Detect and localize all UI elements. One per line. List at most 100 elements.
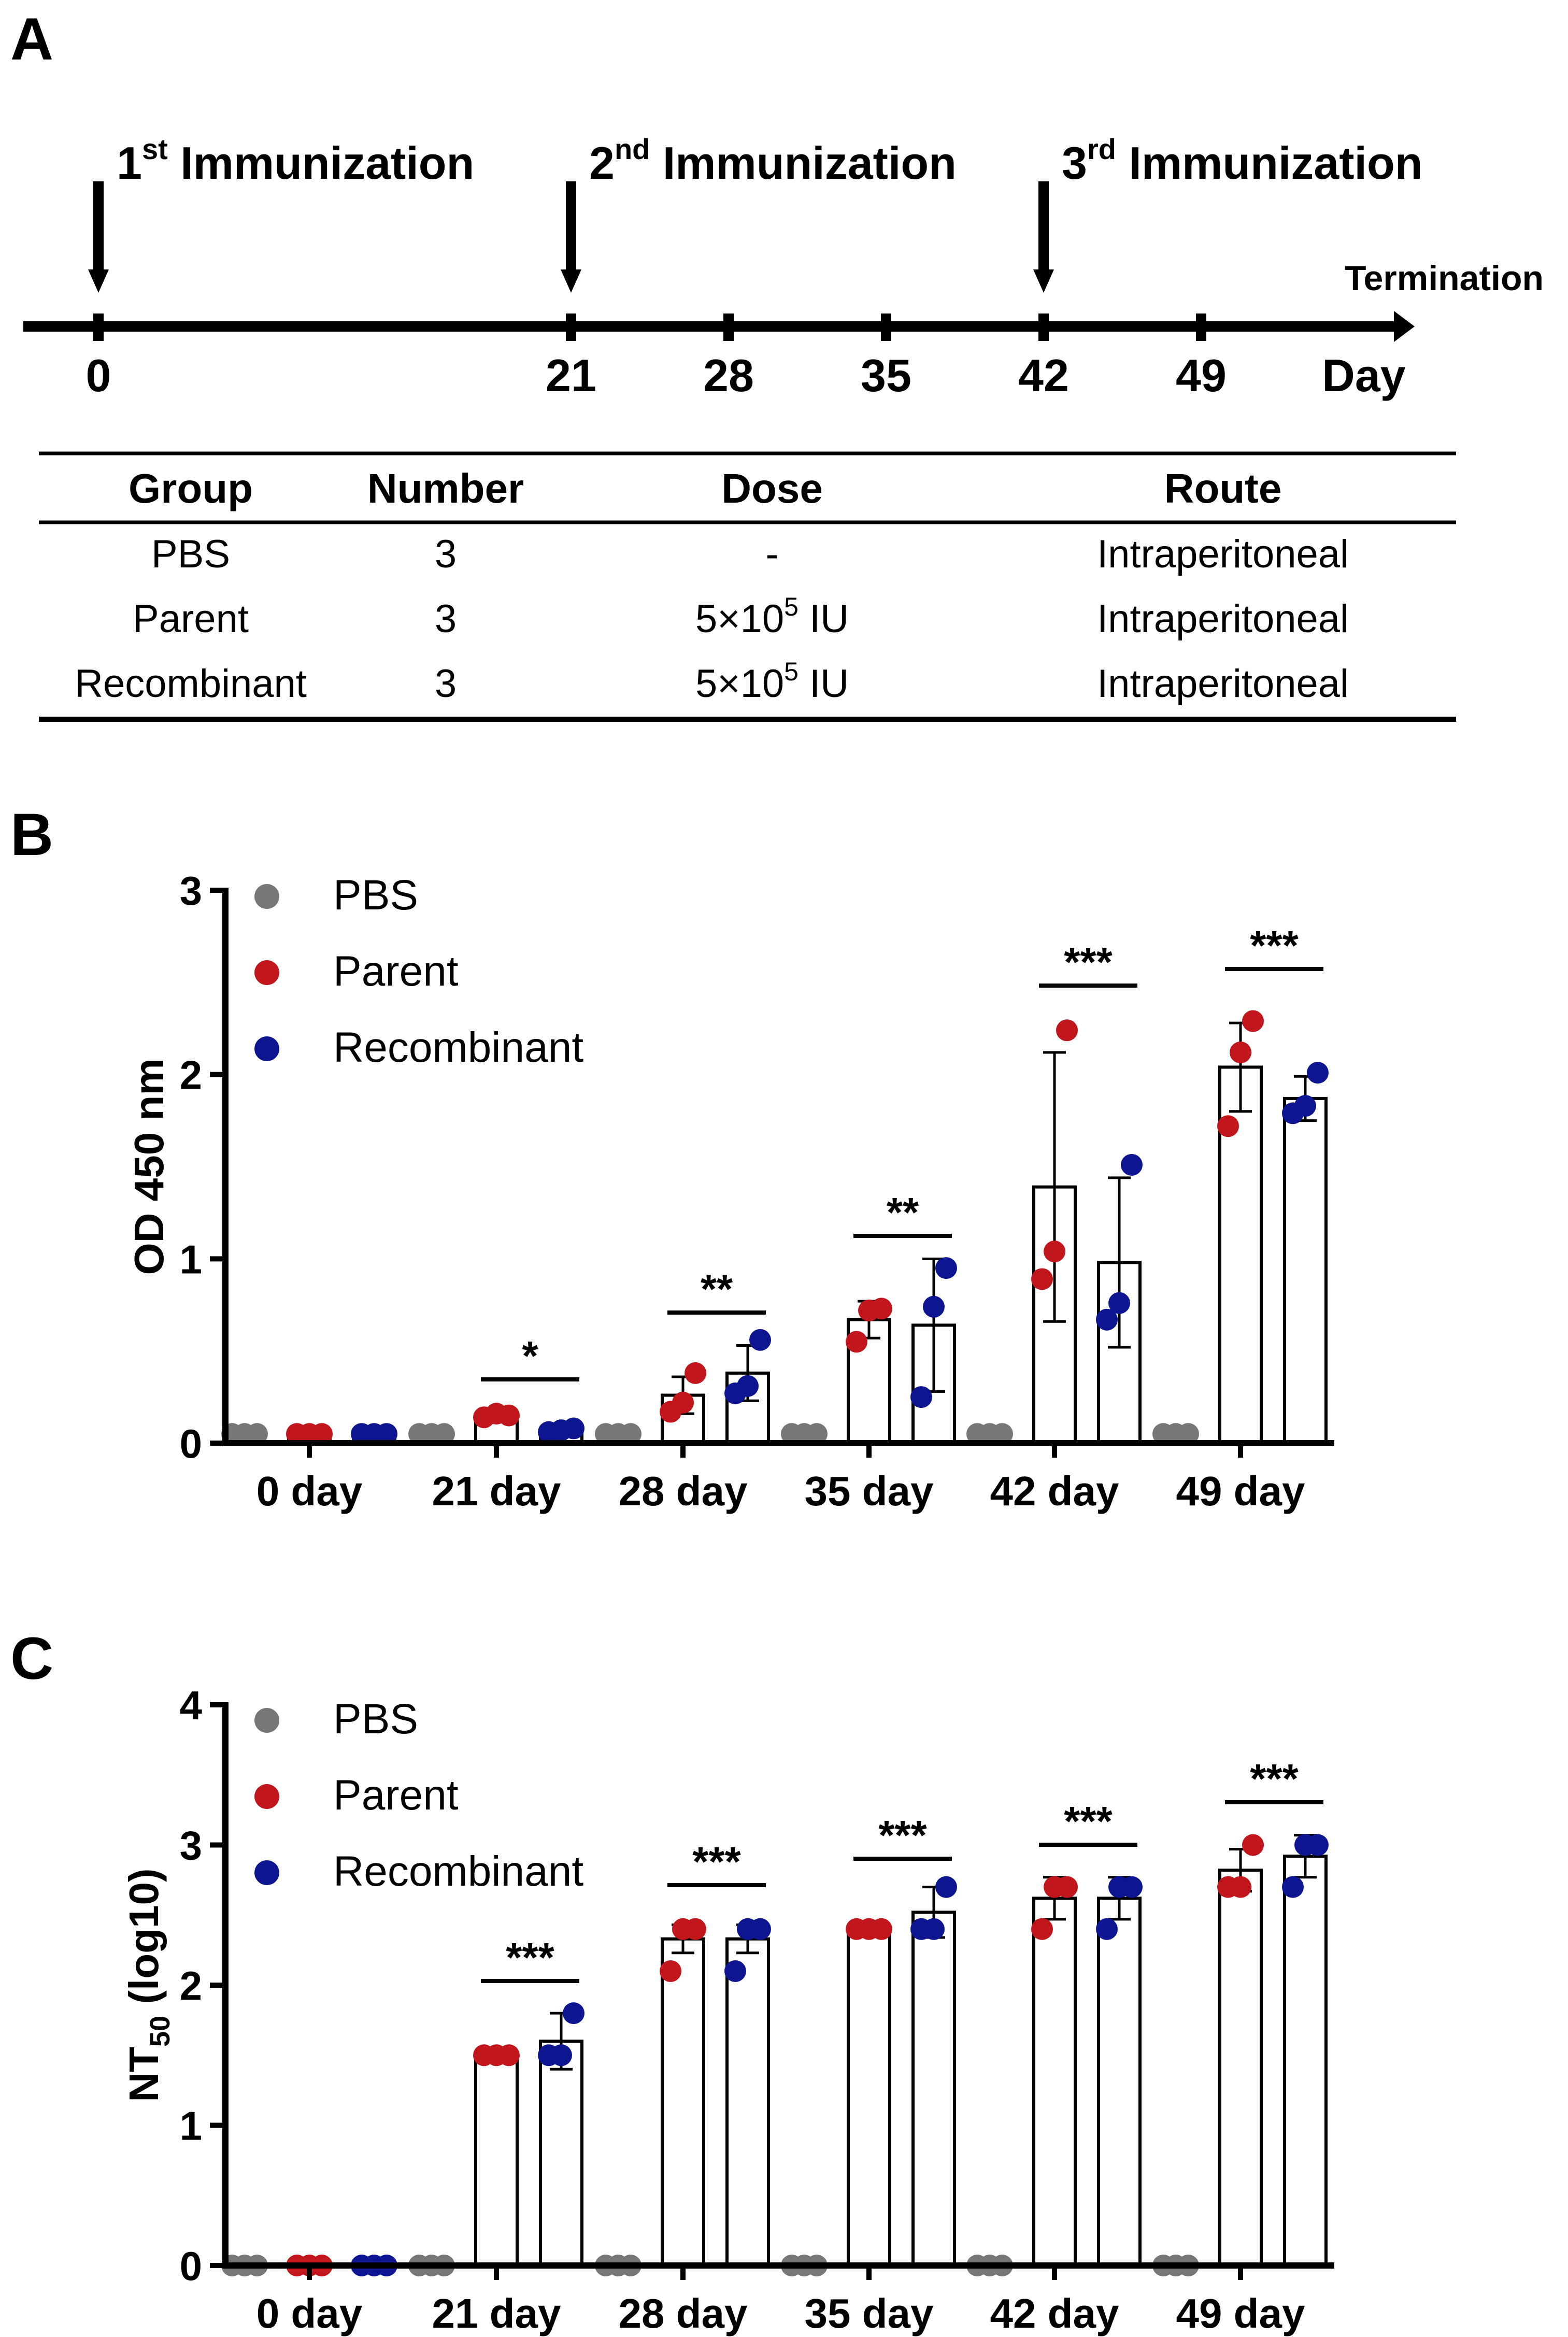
timeline-day-label: 0 bbox=[86, 350, 111, 401]
timeline-unit-label: Day bbox=[1322, 350, 1405, 401]
bar-recombinant bbox=[1283, 1855, 1328, 2267]
immunization-label: 3rd Immunization bbox=[1062, 133, 1423, 189]
x-tick-label: 28 day bbox=[618, 1468, 748, 1514]
table-cell-dose: 5×105 IU bbox=[695, 657, 849, 706]
data-point-parent bbox=[1031, 1918, 1053, 1940]
data-point-recombinant bbox=[935, 1876, 957, 1898]
y-axis-label: OD 450 nm bbox=[126, 1059, 172, 1275]
data-point-parent bbox=[1230, 1041, 1251, 1063]
table-cell-group: Recombinant bbox=[75, 662, 307, 706]
data-point-recombinant bbox=[749, 1918, 771, 1940]
data-point-recombinant bbox=[1294, 1095, 1316, 1117]
data-point-parent bbox=[672, 1391, 694, 1414]
legend-label-recombinant: Recombinant bbox=[333, 1024, 583, 1071]
immunization-arrowhead bbox=[88, 269, 109, 293]
immunization-label: 2nd Immunization bbox=[589, 133, 957, 189]
timeline-day-label: 42 bbox=[1018, 350, 1069, 401]
data-point-recombinant bbox=[749, 1329, 771, 1351]
bar-parent bbox=[474, 2054, 519, 2267]
legend-marker-pbs bbox=[254, 1708, 279, 1733]
significance-label: *** bbox=[878, 1812, 927, 1858]
legend-marker-pbs bbox=[254, 884, 279, 909]
x-tick-label: 21 day bbox=[432, 2290, 561, 2336]
data-point-parent bbox=[1217, 1115, 1239, 1137]
data-point-recombinant bbox=[1121, 1876, 1143, 1898]
panel-label-b: B bbox=[10, 802, 53, 868]
x-tick-label: 35 day bbox=[804, 1468, 934, 1514]
y-tick-label: 2 bbox=[180, 1963, 202, 2008]
data-point-parent bbox=[871, 1298, 892, 1320]
significance-label: *** bbox=[1250, 922, 1299, 968]
termination-label: Termination bbox=[1345, 259, 1544, 298]
data-point-recombinant bbox=[737, 1375, 759, 1397]
data-point-parent bbox=[498, 2044, 520, 2067]
data-point-parent bbox=[1056, 1876, 1078, 1898]
panel-c-nt50-chart: C 0 1 2 3 4 0 day 21 day 28 day 35 day 42 day 49 da… bbox=[10, 1626, 1334, 2336]
data-point-recombinant bbox=[1282, 1876, 1304, 1898]
x-tick-label: 35 day bbox=[804, 2290, 934, 2336]
table-cell-route: Intraperitoneal bbox=[1097, 532, 1349, 576]
data-point-parent bbox=[660, 1960, 681, 1982]
x-tick-label: 42 day bbox=[990, 1468, 1119, 1514]
table-header-cell: Route bbox=[1164, 465, 1282, 511]
table-cell-dose: 5×105 IU bbox=[695, 592, 849, 641]
x-tick-label: 0 day bbox=[256, 1468, 363, 1514]
significance-label: ** bbox=[701, 1266, 733, 1312]
y-tick-label: 4 bbox=[180, 1683, 202, 1728]
y-tick-label: 3 bbox=[180, 868, 202, 914]
significance-label: *** bbox=[1064, 1798, 1113, 1844]
data-point-parent bbox=[1230, 1876, 1251, 1898]
x-tick-label: 42 day bbox=[990, 2290, 1119, 2336]
panel-label-a: A bbox=[10, 6, 53, 73]
table-cell-dose: - bbox=[765, 532, 778, 576]
table-cell-route: Intraperitoneal bbox=[1097, 597, 1349, 641]
data-point-parent bbox=[311, 1423, 333, 1445]
timeline-day-label: 28 bbox=[703, 350, 754, 401]
data-point-recombinant bbox=[1121, 1153, 1143, 1176]
immunization-label: 1st Immunization bbox=[117, 133, 474, 189]
timeline-day-label: 49 bbox=[1176, 350, 1227, 401]
data-point-recombinant bbox=[1096, 1918, 1118, 1940]
table-cell-number: 3 bbox=[435, 597, 457, 641]
y-tick-label: 1 bbox=[180, 1236, 202, 1282]
table-cell-group: PBS bbox=[151, 532, 230, 576]
data-point-parent bbox=[1044, 1241, 1065, 1263]
bar-recombinant bbox=[1283, 1096, 1328, 1445]
data-point-recombinant bbox=[1307, 1062, 1329, 1084]
data-point-parent bbox=[1242, 1834, 1264, 1856]
legend-marker-parent bbox=[254, 960, 279, 985]
data-point-parent bbox=[685, 1918, 706, 1940]
data-point-pbs bbox=[620, 1423, 642, 1445]
bar-parent bbox=[847, 1927, 891, 2268]
data-point-pbs bbox=[433, 1423, 455, 1445]
bar-parent bbox=[1218, 1869, 1263, 2267]
data-point-recombinant bbox=[1096, 1308, 1118, 1331]
panel-a-table: Group Number Dose Route PBS 3 - Intraperitoneal… bbox=[39, 451, 1456, 722]
data-point-recombinant bbox=[923, 1295, 945, 1318]
data-point-parent bbox=[871, 1918, 892, 1940]
legend-label-parent: Parent bbox=[333, 1772, 459, 1819]
legend-marker-recombinant bbox=[254, 1860, 279, 1885]
table-header-cell: Number bbox=[367, 465, 524, 511]
data-point-recombinant bbox=[550, 2044, 572, 2067]
x-tick-label: 28 day bbox=[618, 2290, 748, 2336]
panel-label-c: C bbox=[10, 1626, 53, 1692]
timeline-day-label: 21 bbox=[546, 350, 596, 401]
data-point-recombinant bbox=[910, 1386, 932, 1408]
significance-label: *** bbox=[1064, 939, 1113, 985]
data-point-parent bbox=[685, 1362, 706, 1384]
data-point-parent bbox=[1056, 1019, 1078, 1042]
data-point-parent bbox=[846, 1331, 867, 1353]
x-tick-label: 49 day bbox=[1176, 1468, 1305, 1514]
legend-marker-parent bbox=[254, 1784, 279, 1809]
significance-label: *** bbox=[1250, 1756, 1299, 1802]
data-point-pbs bbox=[806, 1423, 828, 1445]
bar-recombinant bbox=[539, 2040, 583, 2267]
y-tick-label: 2 bbox=[180, 1052, 202, 1098]
data-point-parent bbox=[1031, 1268, 1053, 1290]
immunization-arrowhead bbox=[1033, 269, 1054, 293]
table-header-cell: Dose bbox=[721, 465, 823, 511]
y-axis-label: NT50 (log10) bbox=[121, 1868, 176, 2102]
legend-label-pbs: PBS bbox=[333, 872, 418, 919]
immunization-arrowhead bbox=[561, 269, 581, 293]
